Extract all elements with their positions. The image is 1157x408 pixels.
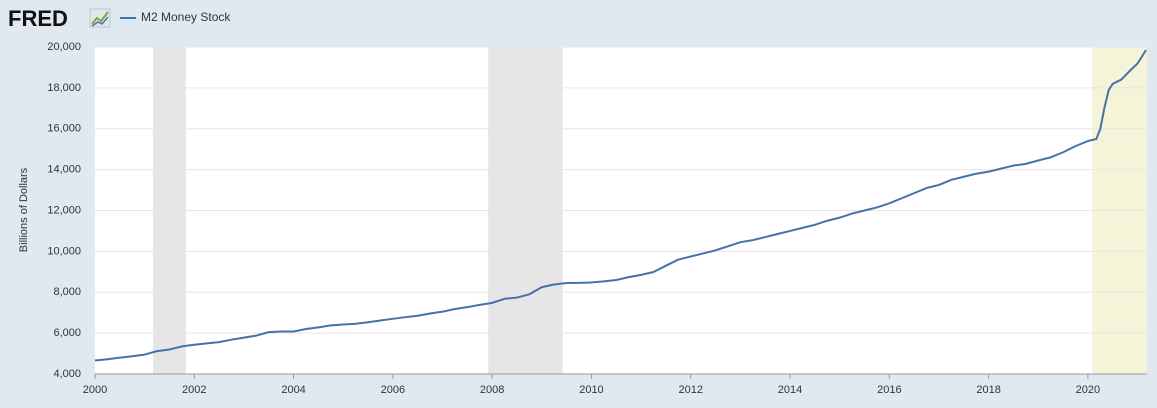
y-tick-label: 16,000 xyxy=(47,123,81,135)
x-tick-label: 2016 xyxy=(877,384,901,396)
y-tick-label: 4,000 xyxy=(53,368,81,380)
y-tick-label: 20,000 xyxy=(47,41,81,53)
x-tick-label: 2008 xyxy=(480,384,504,396)
x-tick-label: 2020 xyxy=(1076,384,1100,396)
y-tick-label: 10,000 xyxy=(47,245,81,257)
x-tick-label: 2018 xyxy=(976,384,1000,396)
x-tick-label: 2002 xyxy=(182,384,206,396)
series-line xyxy=(94,49,1147,362)
y-tick-label: 6,000 xyxy=(53,327,81,339)
logo: FRED xyxy=(8,6,68,31)
y-tick-label: 12,000 xyxy=(47,204,81,216)
y-tick-label: 14,000 xyxy=(47,164,81,176)
legend-label: M2 Money Stock xyxy=(141,10,231,24)
x-tick-label: 2014 xyxy=(778,384,802,396)
x-tick-label: 2004 xyxy=(281,384,305,396)
logo-icon xyxy=(89,8,111,28)
x-tick-label: 2010 xyxy=(579,384,603,396)
x-tick-label: 2012 xyxy=(679,384,703,396)
y-tick-label: 8,000 xyxy=(53,286,81,298)
y-axis-title: Billions of Dollars xyxy=(18,167,30,252)
y-tick-label: 18,000 xyxy=(47,82,81,94)
x-tick-label: 2006 xyxy=(381,384,405,396)
x-tick-label: 2000 xyxy=(83,384,107,396)
